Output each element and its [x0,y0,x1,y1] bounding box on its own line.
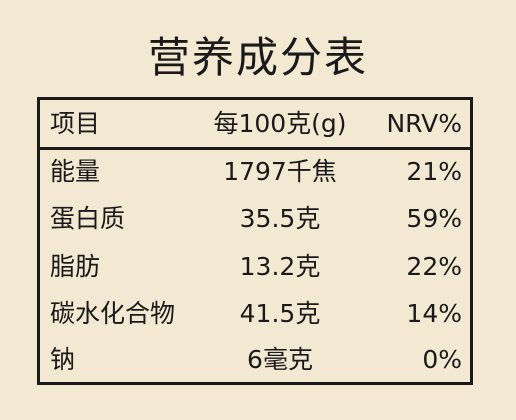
header-item: 项目 [50,109,101,138]
row-item: 能量 [50,157,101,186]
row-item: 碳水化合物 [50,299,176,328]
header-nrv: NRV% [386,109,462,138]
table-header-row: 项目 每100克(g) NRV% [40,101,470,150]
row-amount: 1797千焦 [223,157,337,186]
row-item: 蛋白质 [50,204,126,233]
row-nrv: 22% [406,252,462,281]
table-row: 能量 1797千焦 21% [40,149,470,195]
row-amount: 6毫克 [247,345,313,374]
row-amount: 35.5克 [239,204,321,233]
row-nrv: 14% [406,299,462,328]
row-item: 脂肪 [50,252,101,281]
table-row: 蛋白质 35.5克 59% [40,196,470,242]
row-amount: 13.2克 [239,252,321,281]
row-amount: 41.5克 [239,299,321,328]
page-title: 营养成分表 [147,33,368,82]
row-item: 钠 [50,345,76,374]
table-row: 钠 6毫克 0% [40,337,470,383]
nutrition-table: 项目 每100克(g) NRV% 能量 1797千焦 21% 蛋白质 35.5克… [37,97,473,385]
row-nrv: 0% [422,345,462,374]
row-nrv: 21% [406,157,462,186]
header-per-100g: 每100克(g) [213,109,347,138]
row-nrv: 59% [406,204,462,233]
table-row: 碳水化合物 41.5克 14% [40,291,470,337]
table-row: 脂肪 13.2克 22% [40,244,470,290]
